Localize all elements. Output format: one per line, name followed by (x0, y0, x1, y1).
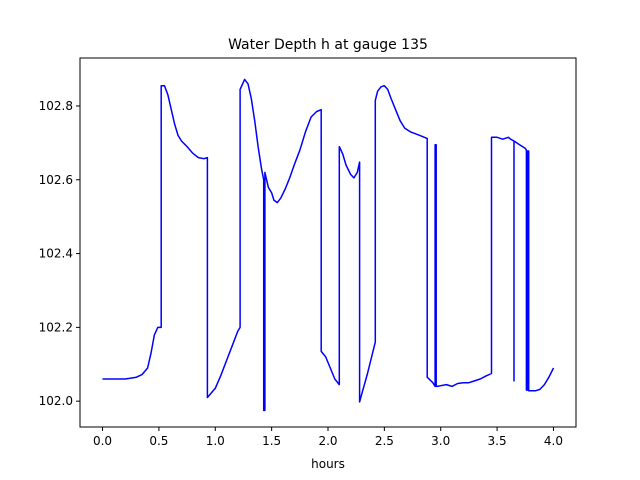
x-tick-label: 3.5 (488, 434, 507, 448)
x-tick-label: 1.0 (206, 434, 225, 448)
x-tick-label: 2.0 (318, 434, 337, 448)
x-tick-label: 4.0 (544, 434, 563, 448)
y-axis: 102.0 102.2 102.4 102.6 102.8 (39, 99, 80, 408)
y-tick-label: 102.6 (39, 173, 73, 187)
x-tick-label: 1.5 (262, 434, 281, 448)
y-tick-label: 102.8 (39, 99, 73, 113)
x-axis-label: hours (311, 457, 345, 471)
y-tick-label: 102.4 (39, 247, 73, 261)
y-tick-label: 102.2 (39, 320, 73, 334)
plot-series (102, 78, 555, 412)
x-tick-label: 0.5 (149, 434, 168, 448)
x-axis: 0.0 0.5 1.0 1.5 2.0 2.5 3.0 3.5 4.0 (93, 427, 563, 448)
x-tick-label: 3.0 (431, 434, 450, 448)
y-tick-label: 102.0 (39, 394, 73, 408)
series-line (102, 78, 555, 412)
chart-title: Water Depth h at gauge 135 (228, 37, 428, 53)
x-tick-label: 2.5 (375, 434, 394, 448)
x-tick-label: 0.0 (93, 434, 112, 448)
